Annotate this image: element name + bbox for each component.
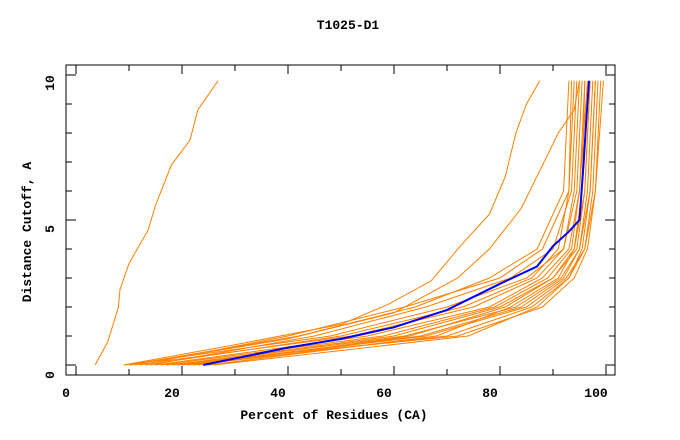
series-line-18 bbox=[166, 80, 604, 366]
x-tick-label: 80 bbox=[482, 386, 498, 401]
series-line-17 bbox=[128, 80, 570, 366]
x-tick-label: 40 bbox=[270, 386, 286, 401]
series-line-13 bbox=[160, 80, 588, 366]
series-line-4 bbox=[123, 80, 580, 366]
series-line-14 bbox=[176, 80, 594, 366]
y-axis-label: Distance Cutoff, A bbox=[20, 162, 35, 303]
y-tick-label: 0 bbox=[43, 371, 58, 379]
x-axis-label: Percent of Residues (CA) bbox=[240, 408, 427, 423]
x-tick-label: 0 bbox=[62, 386, 70, 401]
axes-group: 0 20 40 60 80 100 0 5 10 bbox=[43, 64, 616, 401]
y-tick-label: 5 bbox=[43, 225, 58, 233]
series-group bbox=[94, 80, 604, 366]
x-tick-label: 20 bbox=[164, 386, 180, 401]
series-line-19 bbox=[197, 80, 591, 366]
series-line-12 bbox=[134, 80, 583, 366]
x-tick-label: 100 bbox=[584, 386, 608, 401]
chart-title: T1025-D1 bbox=[317, 18, 380, 33]
series-line-7 bbox=[171, 80, 591, 366]
series-line-2 bbox=[123, 80, 541, 366]
series-line-15 bbox=[144, 80, 572, 366]
plot-frame bbox=[65, 64, 616, 376]
series-line-16 bbox=[187, 80, 599, 366]
series-line-11 bbox=[150, 80, 578, 366]
y-tick-label: 10 bbox=[43, 75, 58, 91]
highlight-series-line bbox=[202, 80, 590, 366]
x-tick-label: 60 bbox=[376, 386, 392, 401]
series-line-8 bbox=[181, 80, 596, 366]
series-line-6 bbox=[155, 80, 586, 366]
series-line-1 bbox=[94, 80, 219, 366]
series-line-20 bbox=[213, 80, 596, 366]
